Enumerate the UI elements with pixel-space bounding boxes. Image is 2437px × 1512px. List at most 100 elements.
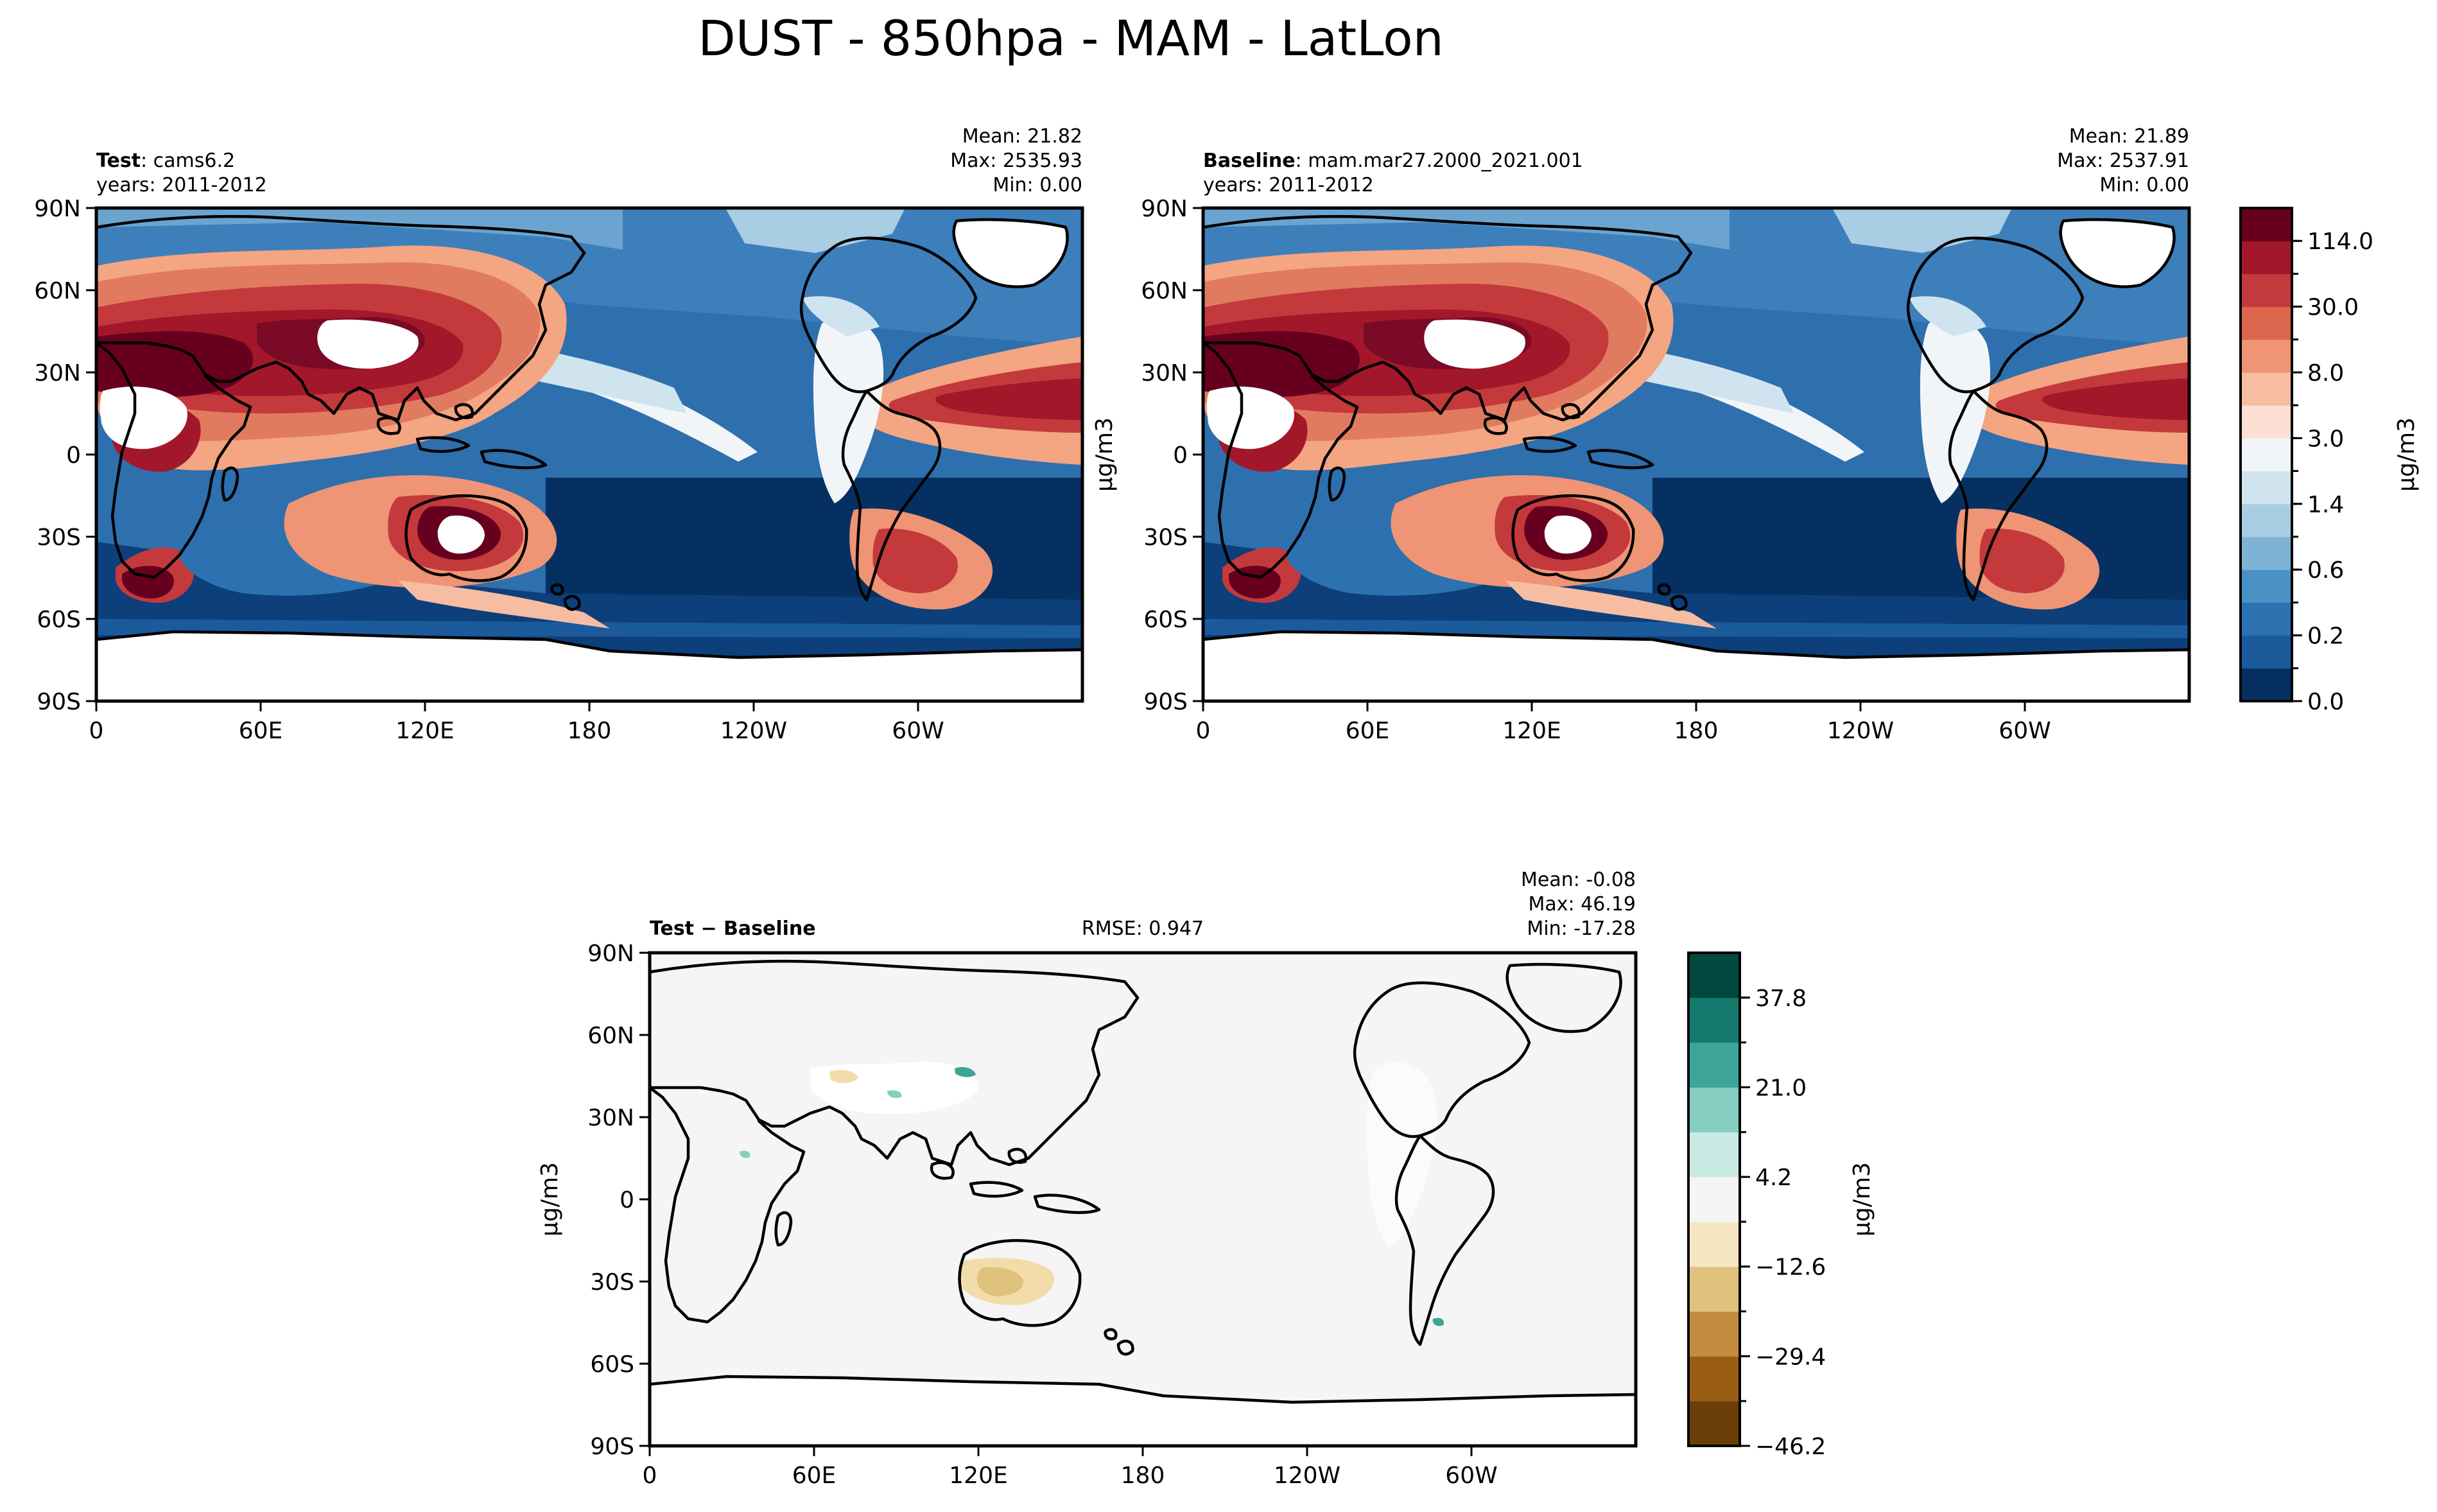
lat-tick-label: 90S <box>590 1434 634 1460</box>
lat-tick-label: 0 <box>66 442 81 469</box>
panel-diff: Test − Baseline RMSE: 0.947 Mean: -0.08 … <box>537 869 1638 1489</box>
panel-baseline-map <box>1203 208 2189 701</box>
colorbar-swatch <box>1688 1356 1740 1402</box>
colorbar-swatch <box>2241 569 2292 603</box>
panel-test: Test: cams6.2 years: 2011-2012 Mean: 21.… <box>34 125 1118 744</box>
lat-tick-label: 30S <box>1143 525 1188 551</box>
lat-tick-label: 90S <box>37 689 81 715</box>
lat-tick-label: 90N <box>34 196 81 222</box>
panel-diff-mean: Mean: -0.08 <box>1521 869 1636 891</box>
lat-tick-label: 30N <box>587 1105 634 1131</box>
lon-tick-label: 120E <box>1502 718 1561 744</box>
colorbar-tick-label: −46.2 <box>1755 1434 1826 1460</box>
lat-tick-label: 30S <box>37 525 81 551</box>
colorbar-swatch <box>2241 306 2292 340</box>
colorbar-tick-label: 1.4 <box>2307 492 2344 518</box>
lon-tick-label: 120W <box>1827 718 1894 744</box>
lat-tick-label: 60S <box>37 607 81 633</box>
colorbar-swatch <box>2241 372 2292 406</box>
panel-test-name-bold: Test <box>96 150 141 172</box>
lon-tick-label: 0 <box>89 718 104 744</box>
panel-test-field <box>96 208 1082 701</box>
panel-baseline-min: Min: 0.00 <box>2099 174 2189 196</box>
lon-tick-label: 180 <box>1674 718 1719 744</box>
colorbar-tick-label: 21.0 <box>1755 1075 1807 1101</box>
lat-tick-label: 60S <box>590 1351 634 1378</box>
colorbar-swatch <box>2241 405 2292 439</box>
lat-tick-label: 90S <box>1143 689 1188 715</box>
panel-baseline-field <box>1203 208 2189 701</box>
colorbar-swatch <box>2241 635 2292 669</box>
lat-tick-label: 90N <box>1141 196 1188 222</box>
colorbar-frame <box>1687 952 1741 1447</box>
colorbar-main: 0.0 0.2 0.6 1.4 3.0 8.0 30.0 114.0 <box>2239 207 2373 715</box>
panel-test-units: μg/m3 <box>1091 417 1118 492</box>
colorbar-tick-label: 0.2 <box>2307 623 2344 650</box>
colorbar-swatch <box>2241 602 2292 636</box>
panel-test-name-rest: : cams6.2 <box>141 150 235 172</box>
panel-baseline: Baseline: mam.mar27.2000_2021.001 years:… <box>1141 125 2191 744</box>
lon-tick-label: 60W <box>892 718 944 744</box>
lon-tick-label: 60E <box>1346 718 1390 744</box>
lat-tick-label: 90N <box>587 941 634 967</box>
lon-tick-label: 120E <box>949 1463 1007 1489</box>
colorbar-swatch <box>1688 1401 1740 1447</box>
panel-test-years: years: 2011-2012 <box>96 174 267 196</box>
colorbar-swatch <box>2241 274 2292 308</box>
colorbar-tick-label: −29.4 <box>1755 1344 1826 1370</box>
colorbar-tick-label: 8.0 <box>2307 360 2344 387</box>
lat-tick-label: 60S <box>1143 607 1188 633</box>
lon-tick-label: 60E <box>239 718 283 744</box>
lon-tick-label: 60E <box>792 1463 837 1489</box>
panel-baseline-ticks: 0 60E 120E 180 120W 60W 90N 60N 30N 0 30S 60S 90S <box>1141 196 2051 744</box>
colorbar-swatch <box>1688 997 1740 1043</box>
colorbar-swatch <box>1688 1042 1740 1088</box>
lon-tick-label: 180 <box>568 718 612 744</box>
colorbar-tick-label: 0.0 <box>2307 689 2344 715</box>
panel-test-min: Min: 0.00 <box>993 174 1082 196</box>
panel-diff-min: Min: -17.28 <box>1527 917 1636 940</box>
colorbar-swatch <box>1688 953 1740 998</box>
panel-baseline-max: Max: 2537.91 <box>2057 150 2189 172</box>
panel-test-max: Max: 2535.93 <box>950 150 1082 172</box>
colorbar-swatch <box>2241 339 2292 373</box>
panel-test-name: Test: cams6.2 <box>96 150 235 172</box>
lat-tick-label: 60N <box>34 278 81 304</box>
panel-diff-rmse: RMSE: 0.947 <box>1082 917 1204 940</box>
colorbar-tick-label: 37.8 <box>1755 986 1807 1012</box>
colorbar-swatch <box>2241 438 2292 472</box>
colorbar-swatch <box>2241 537 2292 570</box>
lat-tick-label: 30S <box>590 1269 634 1296</box>
lon-tick-label: 60W <box>1445 1463 1497 1489</box>
figure-title: DUST - 850hpa - MAM - LatLon <box>698 10 1444 67</box>
lat-tick-label: 30N <box>34 360 81 387</box>
panel-test-map <box>96 208 1082 701</box>
colorbar-tick-label: 3.0 <box>2307 426 2344 452</box>
panel-baseline-years: years: 2011-2012 <box>1203 174 1374 196</box>
lon-tick-label: 120E <box>395 718 454 744</box>
colorbar-swatch <box>1688 1266 1740 1312</box>
colorbar-main-label: μg/m3 <box>2393 417 2420 492</box>
panel-diff-units: μg/m3 <box>537 1162 563 1237</box>
lon-tick-label: 120W <box>1274 1463 1340 1489</box>
colorbar-frame <box>2239 207 2293 702</box>
colorbar-swatch <box>2241 503 2292 537</box>
colorbar-tick-label: 4.2 <box>1755 1165 1792 1191</box>
panel-test-ticks: 0 60E 120E 180 120W 60W 90N 60N 30N 0 30S 60S 90S <box>34 196 944 744</box>
lon-tick-label: 180 <box>1121 1463 1165 1489</box>
lon-tick-label: 0 <box>1196 718 1211 744</box>
panel-diff-ticks: 0 60E 120E 180 120W 60W 90N 60N 30N 0 30S 60S 90S <box>587 941 1497 1489</box>
colorbar-tick-label: −12.6 <box>1755 1255 1826 1281</box>
colorbar-swatch <box>1688 1311 1740 1357</box>
colorbar-swatch <box>1688 1087 1740 1133</box>
lat-tick-label: 0 <box>1173 442 1188 469</box>
colorbar-tick-label: 0.6 <box>2307 557 2344 584</box>
panel-diff-max: Max: 46.19 <box>1528 893 1636 916</box>
colorbar-swatch <box>1688 1221 1740 1267</box>
panel-baseline-name: Baseline: mam.mar27.2000_2021.001 <box>1203 150 1583 172</box>
panel-diff-map <box>650 953 1636 1446</box>
lat-tick-label: 0 <box>620 1187 634 1213</box>
panel-baseline-name-rest: : mam.mar27.2000_2021.001 <box>1296 150 1583 172</box>
colorbar-swatch <box>1688 1132 1740 1177</box>
